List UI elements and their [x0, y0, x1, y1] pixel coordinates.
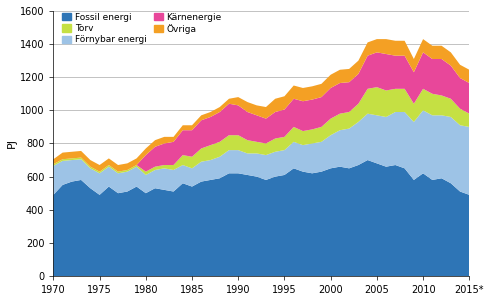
Y-axis label: PJ: PJ	[7, 139, 17, 149]
Legend: Fossil energi, Torv, Förnybar energi, Kärnenergie, Övriga: Fossil energi, Torv, Förnybar energi, Kä…	[62, 13, 221, 44]
